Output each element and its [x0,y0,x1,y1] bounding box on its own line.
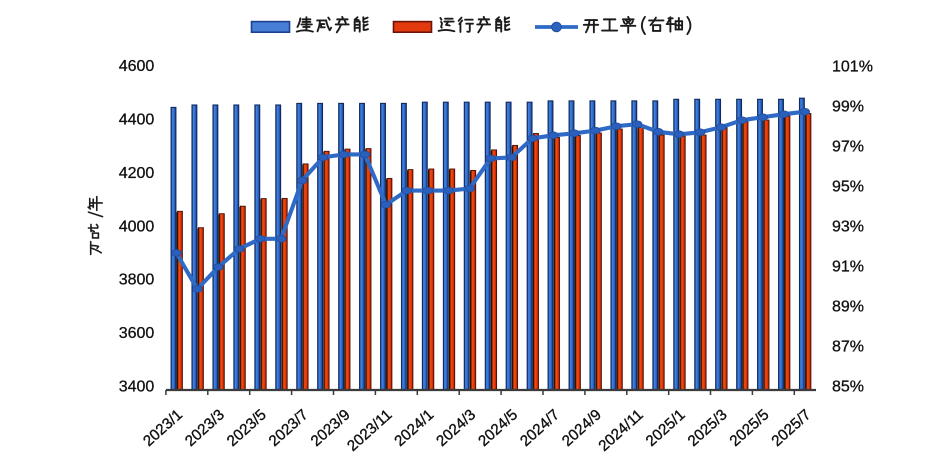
svg-text:4400: 4400 [119,111,155,128]
svg-text:85%: 85% [832,378,864,395]
svg-text:4600: 4600 [119,58,155,75]
svg-text:87%: 87% [832,338,864,355]
svg-text:99%: 99% [832,99,864,116]
svg-text:3600: 3600 [119,325,155,342]
svg-text:89%: 89% [832,298,864,315]
svg-text:91%: 91% [832,258,864,275]
svg-text:95%: 95% [832,178,864,195]
svg-text:97%: 97% [832,138,864,155]
svg-text:93%: 93% [832,218,864,235]
svg-text:4000: 4000 [119,218,155,235]
svg-text:3400: 3400 [119,379,155,396]
svg-text:3800: 3800 [119,272,155,289]
svg-text:101%: 101% [832,59,873,76]
svg-text:4200: 4200 [119,165,155,182]
